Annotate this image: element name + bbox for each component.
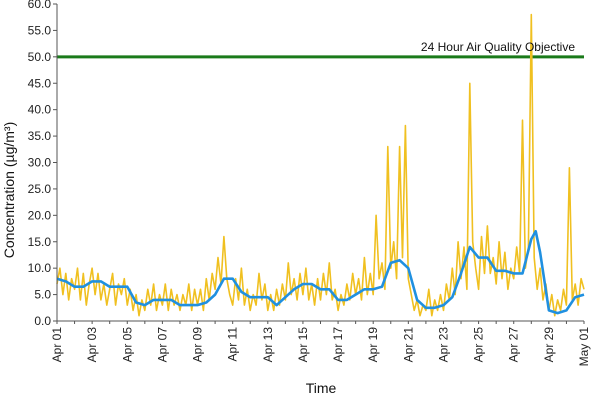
x-tick-label: Apr 25	[472, 327, 486, 363]
y-axis-ticks: 0.0 5.0 10.0 15.0 20.0 25.0 30.0 35.0 40.0 45.0 50…	[28, 0, 57, 328]
y-axis-title: Concentration (µg/m³)	[1, 122, 17, 258]
y-tick-label: 55.0	[28, 23, 52, 37]
y-tick-label: 25.0	[28, 182, 52, 196]
x-tick-label: May 01	[577, 327, 591, 367]
y-tick-label: 30.0	[28, 156, 52, 170]
x-tick-label: Apr 01	[50, 327, 64, 363]
x-tick-label: Apr 13	[261, 327, 275, 363]
y-tick-label: 5.0	[34, 288, 51, 302]
x-tick-label: Apr 23	[436, 327, 450, 363]
x-tick-label: Apr 29	[542, 327, 556, 363]
x-axis-title: Time	[306, 380, 337, 396]
x-tick-label: Apr 09	[191, 327, 205, 363]
x-tick-label: Apr 05	[120, 327, 134, 363]
plot-area: 24 Hour Air Quality Objective	[56, 13, 585, 317]
x-axis-ticks: Apr 01 Apr 03 Apr 05 Apr 07 Apr 09 Apr 11 Apr …	[50, 321, 591, 366]
x-tick-label: Apr 27	[507, 327, 521, 363]
hourly-concentration-line	[56, 13, 585, 317]
y-tick-label: 10.0	[28, 261, 52, 275]
y-tick-label: 45.0	[28, 76, 52, 90]
axes	[56, 4, 584, 322]
y-tick-label: 0.0	[34, 314, 51, 328]
objective-label: 24 Hour Air Quality Objective	[421, 40, 575, 54]
y-tick-label: 50.0	[28, 50, 52, 64]
y-tick-label: 15.0	[28, 235, 52, 249]
x-tick-label: Apr 03	[85, 327, 99, 363]
x-tick-label: Apr 17	[331, 327, 345, 363]
y-tick-label: 60.0	[28, 0, 52, 11]
x-tick-label: Apr 07	[155, 327, 169, 363]
y-tick-label: 35.0	[28, 129, 52, 143]
rolling-24h-mean-line	[56, 229, 585, 315]
x-tick-label: Apr 15	[296, 327, 310, 363]
x-tick-label: Apr 21	[401, 327, 415, 363]
y-tick-label: 20.0	[28, 208, 52, 222]
y-tick-label: 40.0	[28, 103, 52, 117]
x-tick-label: Apr 11	[226, 327, 240, 362]
x-tick-label: Apr 19	[366, 327, 380, 363]
